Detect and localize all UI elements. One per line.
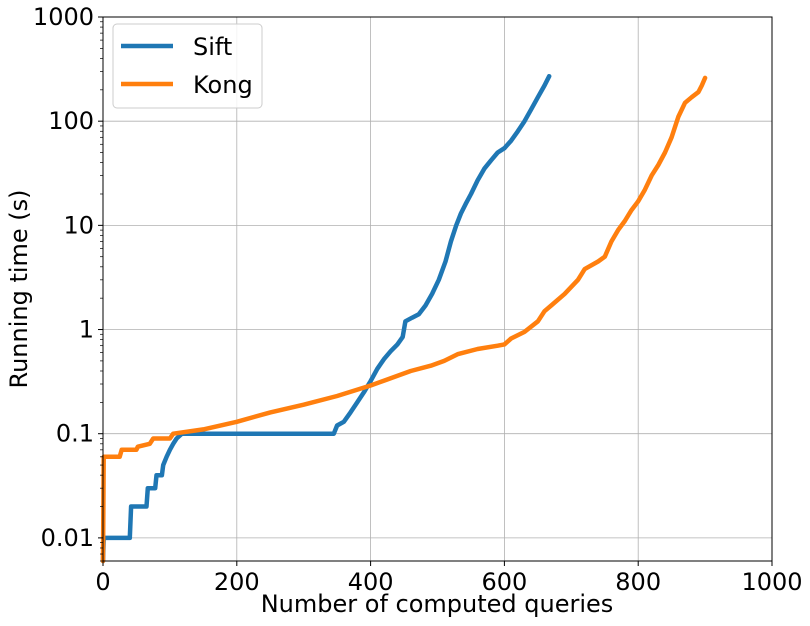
y-tick-label: 1 [79,316,94,344]
y-tick-label: 1000 [33,3,94,31]
series-line-sift [100,73,552,564]
y-tick-label: 100 [48,107,94,135]
x-tick-label: 1000 [741,568,802,596]
x-axis-title: Number of computed queries [261,590,614,618]
legend-label-sift: Sift [193,33,232,61]
legend: Sift Kong [112,23,263,109]
y-axis: 0.01 0.1 1 10 100 1000 [33,3,103,562]
y-tick-label: 10 [63,211,94,239]
x-tick-label: 200 [214,568,260,596]
x-tick-label: 400 [348,568,394,596]
x-tick-label: 600 [481,568,527,596]
y-axis-title: Running time (s) [5,189,33,388]
y-tick-label: 0.1 [56,420,94,448]
series-layer [100,73,708,564]
x-tick-label: 800 [615,568,661,596]
x-tick-label: 0 [95,568,110,596]
x-axis: 0 200 400 600 800 1000 [95,561,803,596]
series-line-kong [100,75,708,564]
plot-frame [102,16,773,562]
y-tick-label: 0.01 [41,524,94,552]
legend-label-kong: Kong [193,71,253,99]
